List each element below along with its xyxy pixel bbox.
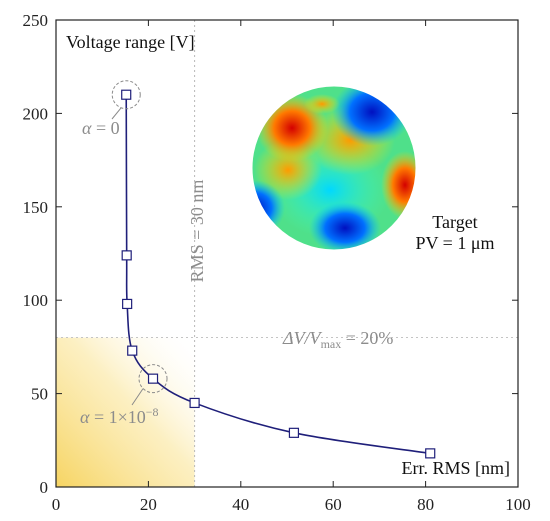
horizontal-reference-label: ΔV/Vmax = 20% — [282, 328, 393, 351]
x-axis-label: Err. RMS [nm] — [401, 458, 510, 478]
shaded-region — [56, 337, 195, 487]
y-tick-label: 50 — [31, 385, 48, 404]
annotation-leader-1 — [131, 388, 144, 406]
inset-title: Target — [432, 212, 477, 232]
data-point — [425, 448, 436, 459]
data-point — [121, 89, 132, 100]
y-tick-label: 100 — [23, 291, 49, 310]
axis-ticks — [55, 19, 519, 488]
x-tick-label: 100 — [505, 495, 531, 514]
plot-frame — [55, 19, 519, 488]
tick-labels: 0 20 40 60 80 100 0 50 100 150 200 250 — [23, 11, 531, 514]
data-point — [122, 298, 133, 310]
annotation-alpha-1e-8: α = 1×10−8 — [80, 405, 159, 427]
y-tick-label: 150 — [23, 198, 49, 217]
annotation-circle-alpha-0 — [111, 80, 141, 110]
y-tick-label: 250 — [23, 11, 49, 30]
y-axis-label: Voltage range [V] — [66, 32, 195, 52]
inset-surface-map — [252, 86, 416, 250]
data-point — [127, 345, 138, 356]
x-tick-label: 20 — [140, 495, 157, 514]
y-tick-label: 0 — [40, 478, 49, 497]
vertical-reference-label: RMS = 30 nm — [187, 180, 207, 283]
data-point — [121, 250, 132, 261]
series-markers — [121, 89, 436, 459]
data-point — [147, 373, 159, 384]
y-tick-label: 200 — [23, 104, 49, 123]
annotation-alpha-0: α = 0 — [82, 118, 120, 138]
data-point — [189, 397, 200, 409]
x-tick-label: 40 — [232, 495, 249, 514]
x-tick-label: 0 — [52, 495, 61, 514]
data-point — [288, 427, 300, 438]
x-tick-label: 80 — [417, 495, 434, 514]
annotation-leader-0 — [111, 107, 122, 120]
inset-subtitle: PV = 1 μm — [416, 233, 495, 253]
annotation-circle-alpha-1e-8 — [138, 364, 168, 394]
x-tick-label: 60 — [325, 495, 342, 514]
